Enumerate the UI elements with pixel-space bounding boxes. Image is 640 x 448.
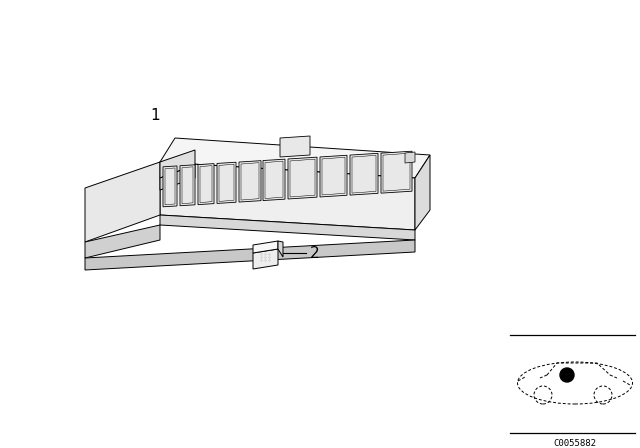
Polygon shape (241, 163, 259, 200)
Polygon shape (263, 159, 285, 201)
Text: 2: 2 (310, 246, 319, 260)
Polygon shape (165, 168, 175, 205)
Polygon shape (160, 215, 415, 240)
Circle shape (560, 368, 574, 382)
Polygon shape (381, 151, 412, 193)
Polygon shape (160, 162, 415, 230)
Polygon shape (288, 157, 317, 199)
Polygon shape (322, 157, 345, 195)
Polygon shape (180, 165, 195, 206)
Polygon shape (253, 241, 278, 253)
Polygon shape (290, 159, 315, 197)
Text: 1: 1 (150, 108, 160, 122)
Polygon shape (219, 164, 234, 202)
Polygon shape (85, 240, 415, 270)
Polygon shape (278, 241, 283, 257)
Polygon shape (217, 162, 236, 203)
Polygon shape (160, 165, 195, 190)
Polygon shape (280, 136, 310, 157)
Polygon shape (265, 161, 283, 198)
Text: C0055882: C0055882 (554, 439, 596, 448)
Polygon shape (200, 166, 212, 202)
Polygon shape (160, 138, 430, 178)
Polygon shape (239, 161, 261, 202)
Polygon shape (405, 152, 415, 163)
Polygon shape (160, 150, 195, 178)
Polygon shape (163, 166, 177, 207)
Polygon shape (85, 162, 160, 242)
Polygon shape (383, 153, 410, 191)
Polygon shape (415, 155, 430, 230)
Polygon shape (320, 155, 347, 197)
Polygon shape (253, 249, 278, 269)
Polygon shape (182, 167, 193, 204)
Polygon shape (85, 225, 160, 258)
Polygon shape (198, 164, 214, 205)
Polygon shape (352, 155, 376, 193)
Polygon shape (350, 153, 378, 195)
